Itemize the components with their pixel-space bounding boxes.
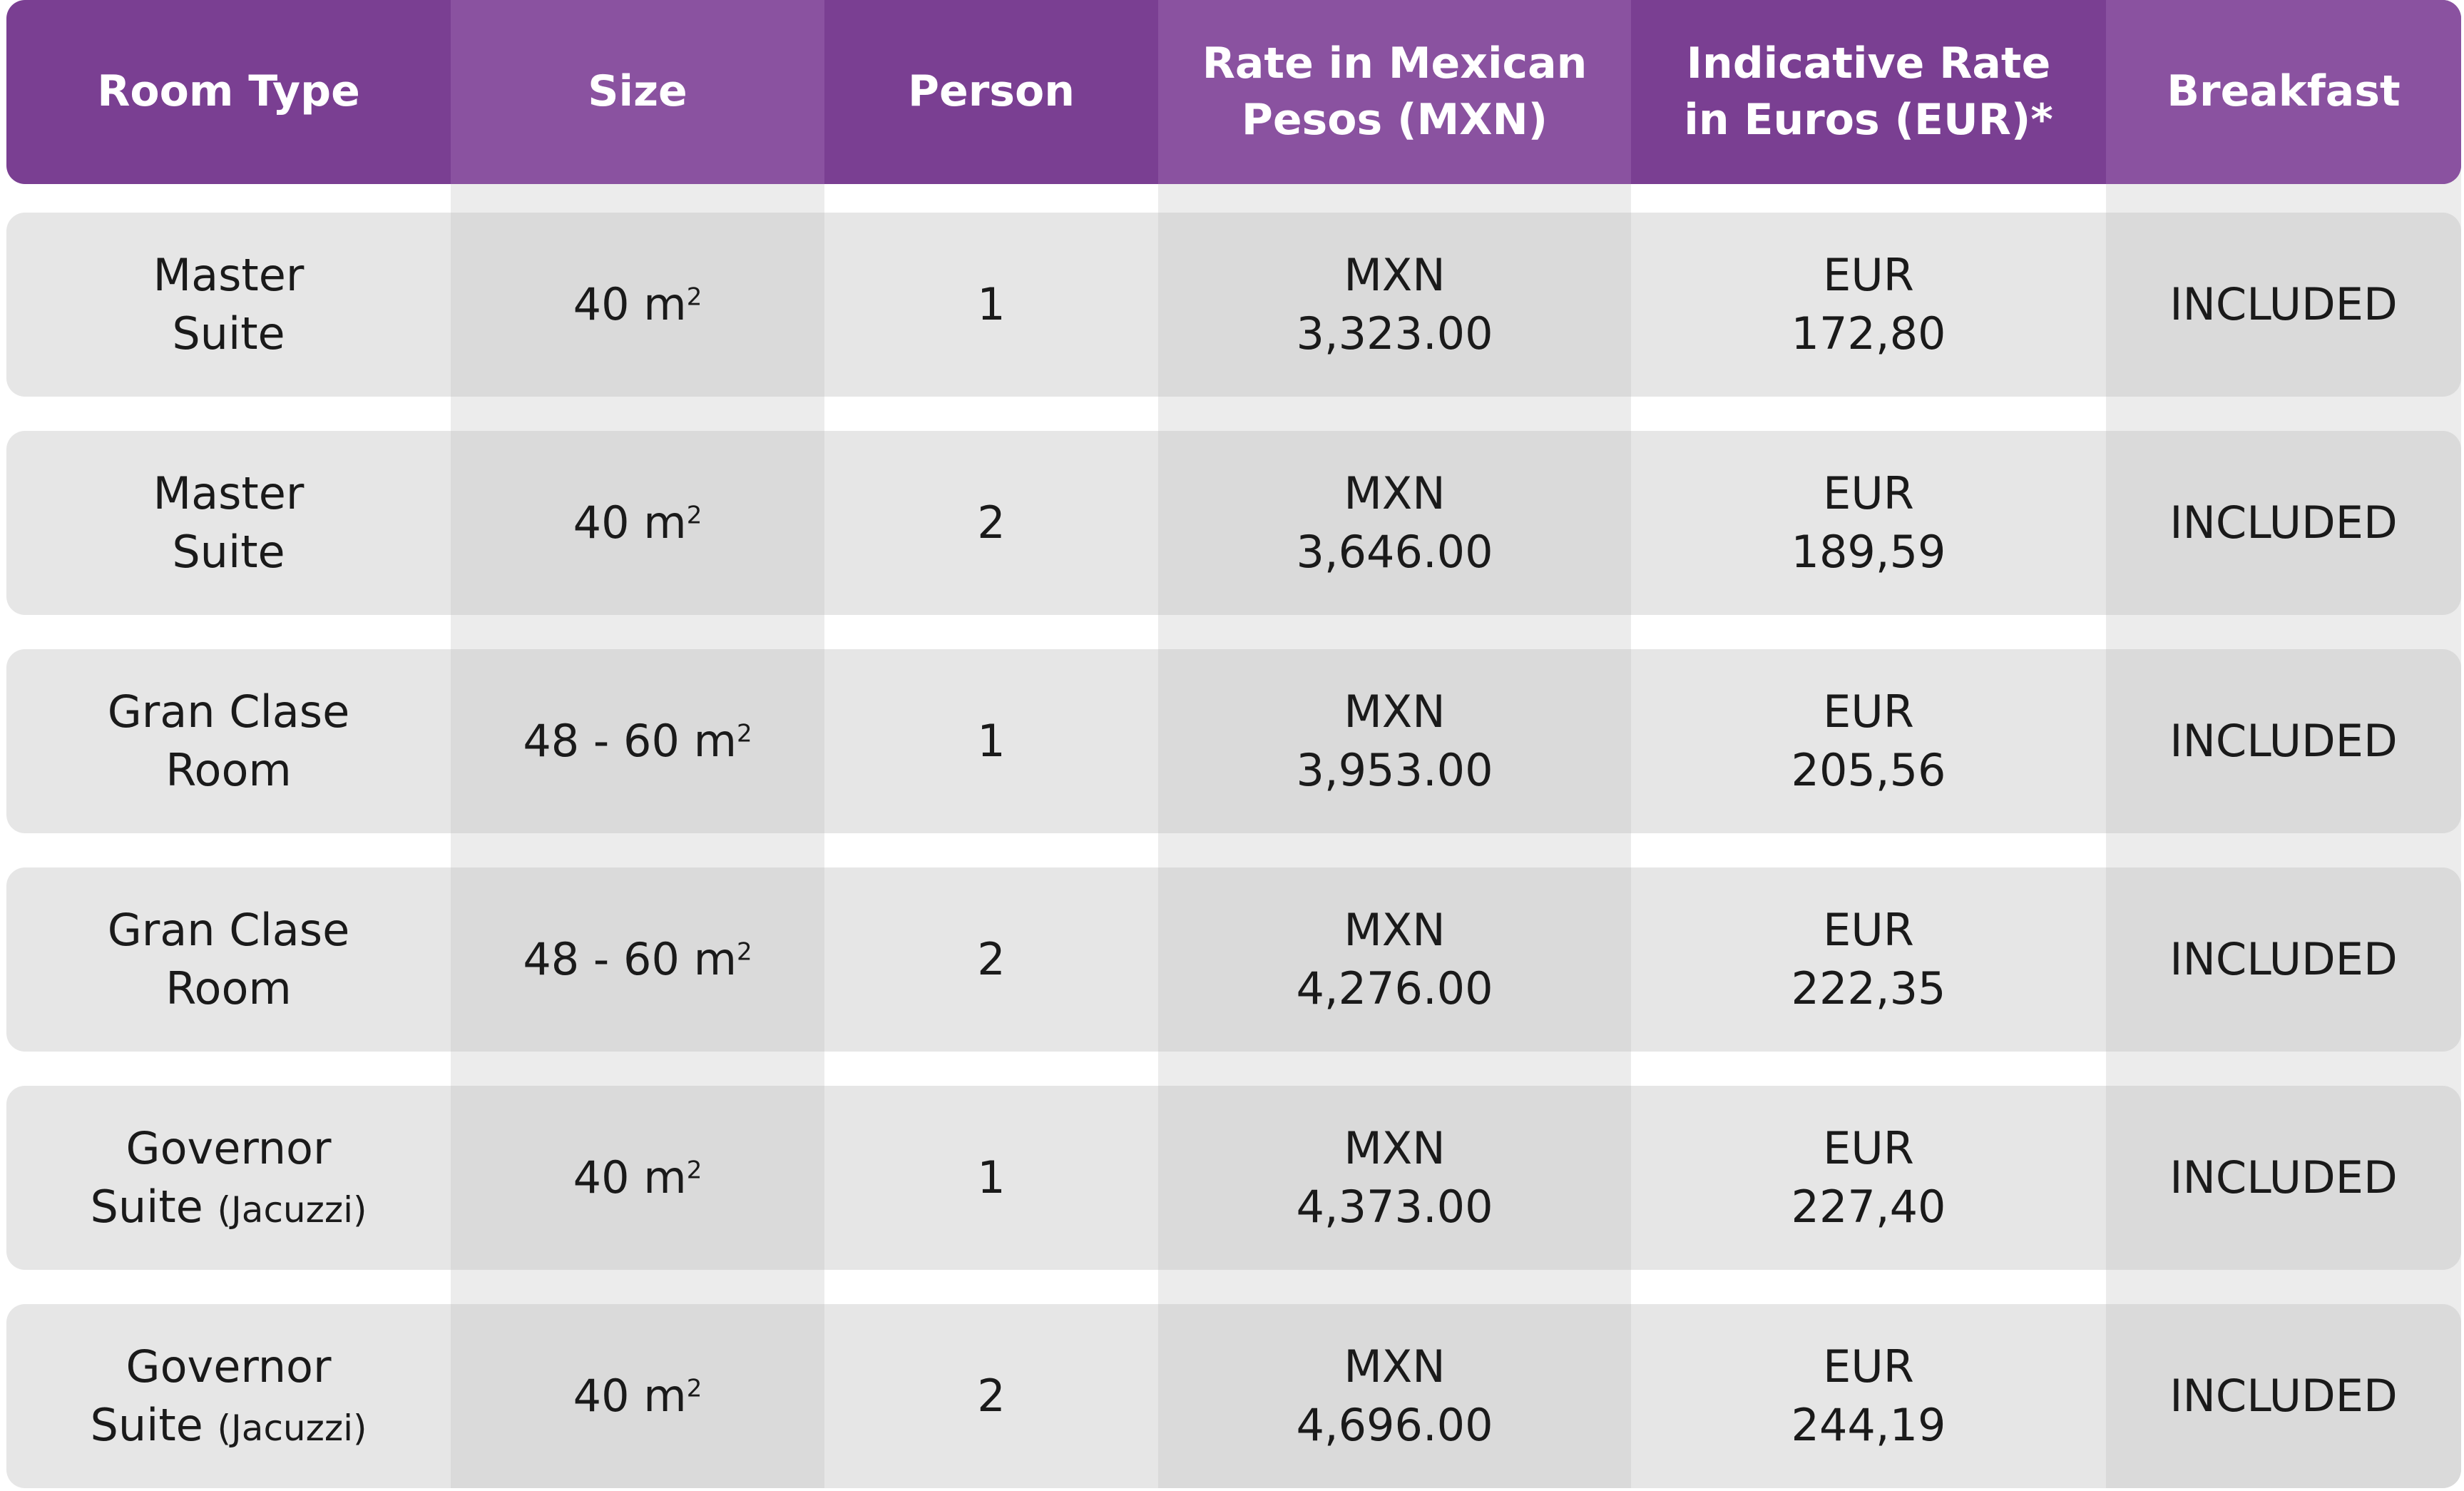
rate-eur-cell: EUR 189,59 (1791, 467, 1946, 578)
person-cell: 2 (977, 497, 1006, 549)
breakfast-cell: INCLUDED (2169, 497, 2398, 549)
person-cell: 1 (977, 278, 1006, 331)
row-shade-size (451, 867, 824, 1052)
room-type-cell: Master Suite (153, 467, 305, 578)
breakfast-cell: INCLUDED (2169, 278, 2398, 331)
size-cell: 40 m2 (573, 1151, 702, 1204)
person-cell: 2 (977, 933, 1006, 986)
size-cell: 48 - 60 m2 (523, 715, 752, 768)
row-shade-mxn (1158, 1086, 1631, 1270)
row-shade-mxn (1158, 649, 1631, 833)
rate-mxn-cell: MXN 4,696.00 (1296, 1340, 1493, 1451)
rate-mxn-cell: MXN 4,276.00 (1296, 904, 1493, 1014)
rate-mxn-cell: MXN 3,323.00 (1296, 249, 1493, 360)
row-shade-breakfast (2106, 1304, 2461, 1488)
header-breakfast: Breakfast (2167, 66, 2401, 117)
row-shade-mxn (1158, 431, 1631, 615)
room-type-cell: Governor Suite (Jacuzzi) (90, 1340, 367, 1451)
row-shade-breakfast (2106, 649, 2461, 833)
rate-eur-cell: EUR 205,56 (1791, 686, 1946, 796)
header-room-type: Room Type (97, 66, 360, 117)
header-shade-size (451, 0, 824, 184)
room-type-cell: Gran Clase Room (107, 686, 350, 796)
row-shade-breakfast (2106, 431, 2461, 615)
size-cell: 40 m2 (573, 278, 702, 331)
table-row-3: Gran Clase Room 48 - 60 m2 1 MXN 3,953.00… (6, 649, 2461, 833)
row-shade-mxn (1158, 213, 1631, 397)
header-person: Person (908, 66, 1075, 117)
breakfast-cell: INCLUDED (2169, 1370, 2398, 1423)
rate-mxn-cell: MXN 3,646.00 (1296, 467, 1493, 578)
header-shade-mxn (1158, 0, 1631, 184)
breakfast-cell: INCLUDED (2169, 1151, 2398, 1204)
breakfast-cell: INCLUDED (2169, 933, 2398, 986)
size-cell: 40 m2 (573, 497, 702, 549)
table-row-4: Gran Clase Room 48 - 60 m2 2 MXN 4,276.00… (6, 867, 2461, 1052)
person-cell: 1 (977, 715, 1006, 768)
rate-mxn-cell: MXN 3,953.00 (1296, 686, 1493, 796)
room-type-cell: Master Suite (153, 249, 305, 360)
row-shade-size (451, 431, 824, 615)
rate-eur-cell: EUR 244,19 (1791, 1340, 1946, 1451)
header-shade-breakfast (2106, 0, 2461, 184)
row-shade-breakfast (2106, 1086, 2461, 1270)
row-shade-size (451, 213, 824, 397)
table-row-2: Master Suite 40 m2 2 MXN 3,646.00 EUR 189… (6, 431, 2461, 615)
header-rate-eur: Indicative Rate in Euros (EUR)* (1684, 38, 2053, 145)
row-shade-mxn (1158, 867, 1631, 1052)
rate-eur-cell: EUR 227,40 (1791, 1122, 1946, 1233)
table-row-1: Master Suite 40 m2 1 MXN 3,323.00 EUR 172… (6, 213, 2461, 397)
row-shade-size (451, 1086, 824, 1270)
row-shade-breakfast (2106, 213, 2461, 397)
rate-eur-cell: EUR 222,35 (1791, 904, 1946, 1014)
breakfast-cell: INCLUDED (2169, 715, 2398, 768)
row-shade-breakfast (2106, 867, 2461, 1052)
person-cell: 2 (977, 1370, 1006, 1423)
table-row-6: Governor Suite (Jacuzzi) 40 m2 2 MXN 4,69… (6, 1304, 2461, 1488)
room-type-cell: Gran Clase Room (107, 904, 350, 1014)
row-shade-size (451, 1304, 824, 1488)
size-cell: 40 m2 (573, 1370, 702, 1423)
room-type-cell: Governor Suite (Jacuzzi) (90, 1122, 367, 1233)
rate-eur-cell: EUR 172,80 (1791, 249, 1946, 360)
header-rate-mxn: Rate in Mexican Pesos (MXN) (1202, 38, 1588, 145)
header-size: Size (588, 66, 687, 117)
size-cell: 48 - 60 m2 (523, 933, 752, 986)
table-row-5: Governor Suite (Jacuzzi) 40 m2 1 MXN 4,37… (6, 1086, 2461, 1270)
rate-mxn-cell: MXN 4,373.00 (1296, 1122, 1493, 1233)
row-shade-size (451, 649, 824, 833)
person-cell: 1 (977, 1151, 1006, 1204)
table-header: Room Type Size Person Rate in Mexican Pe… (6, 0, 2461, 184)
row-shade-mxn (1158, 1304, 1631, 1488)
